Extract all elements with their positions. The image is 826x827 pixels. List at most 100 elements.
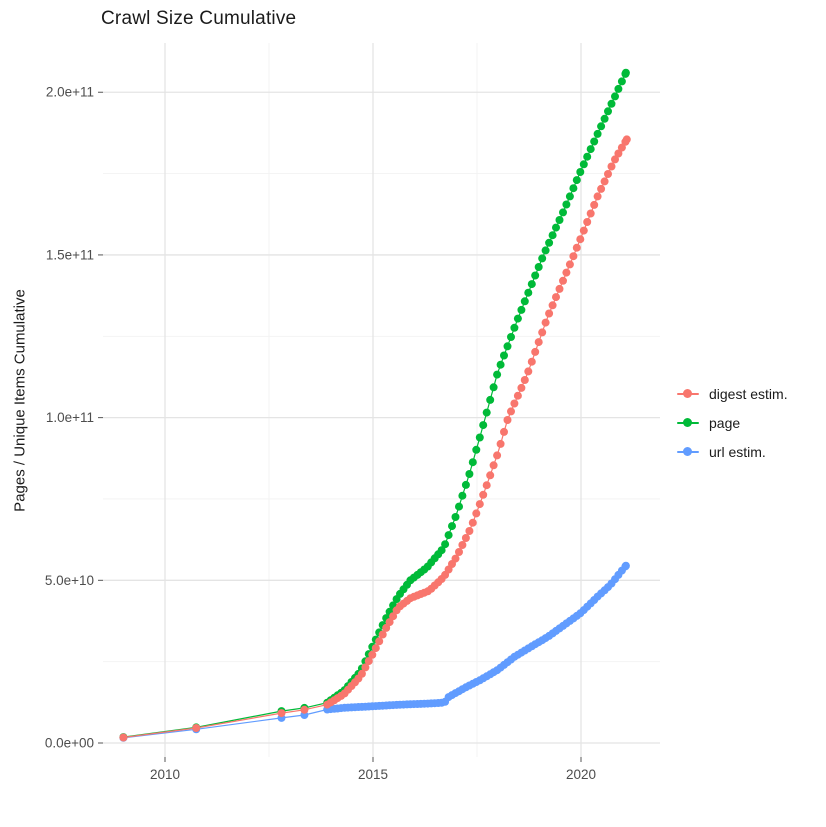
x-tick-label: 2015 bbox=[358, 767, 388, 782]
data-point bbox=[503, 416, 512, 424]
data-point bbox=[524, 367, 533, 376]
data-point bbox=[361, 663, 370, 672]
data-point bbox=[617, 143, 626, 152]
data-point bbox=[531, 347, 540, 356]
legend-key-digest bbox=[676, 385, 700, 403]
data-point bbox=[371, 644, 380, 653]
data-point bbox=[545, 238, 554, 247]
data-point bbox=[622, 135, 631, 144]
data-point bbox=[520, 297, 529, 306]
data-point bbox=[572, 243, 581, 252]
data-point bbox=[600, 177, 609, 186]
data-point bbox=[277, 709, 286, 718]
y-tick-label: 2.0e+11 bbox=[46, 85, 94, 100]
legend-item-page: page bbox=[676, 408, 788, 437]
data-point bbox=[583, 152, 592, 161]
legend-item-url: url estim. bbox=[676, 437, 788, 466]
data-point bbox=[300, 705, 309, 714]
data-point bbox=[461, 480, 470, 489]
data-point bbox=[510, 323, 519, 332]
data-point bbox=[489, 383, 498, 392]
data-point bbox=[368, 650, 377, 659]
data-point bbox=[579, 226, 588, 235]
legend-dot-icon bbox=[683, 389, 692, 398]
data-point bbox=[600, 114, 609, 123]
data-point bbox=[548, 231, 557, 240]
data-point bbox=[593, 192, 602, 201]
data-point bbox=[461, 534, 470, 542]
data-point bbox=[513, 391, 522, 400]
data-point bbox=[576, 168, 585, 176]
data-point bbox=[617, 77, 626, 86]
data-point bbox=[607, 162, 616, 171]
data-point bbox=[482, 408, 491, 417]
data-point bbox=[541, 318, 550, 327]
data-point bbox=[614, 149, 623, 158]
data-point bbox=[472, 445, 481, 454]
data-point bbox=[479, 421, 488, 430]
data-point bbox=[534, 263, 543, 271]
data-point bbox=[378, 630, 387, 639]
data-point bbox=[604, 107, 612, 116]
data-point bbox=[119, 733, 128, 742]
data-point bbox=[475, 500, 484, 509]
data-point bbox=[500, 427, 508, 436]
data-point bbox=[527, 280, 536, 289]
data-point bbox=[583, 218, 592, 226]
y-tick-label: 0.0e+00 bbox=[45, 736, 94, 751]
data-point bbox=[451, 554, 460, 563]
data-point bbox=[455, 502, 463, 511]
data-point bbox=[611, 155, 619, 164]
data-point bbox=[597, 122, 606, 131]
legend-label-digest: digest estim. bbox=[709, 385, 788, 402]
data-point bbox=[565, 260, 574, 269]
data-point bbox=[552, 293, 560, 302]
data-point bbox=[590, 137, 599, 146]
data-point bbox=[517, 305, 526, 314]
data-point bbox=[458, 541, 467, 549]
data-point bbox=[604, 170, 612, 178]
data-point bbox=[507, 407, 515, 416]
data-point bbox=[586, 145, 595, 154]
data-point bbox=[444, 531, 453, 540]
data-point bbox=[541, 246, 550, 255]
data-point bbox=[607, 99, 616, 108]
data-point bbox=[517, 383, 526, 392]
data-point bbox=[552, 223, 560, 232]
data-point bbox=[382, 623, 391, 632]
y-tick-label: 5.0e+10 bbox=[45, 573, 94, 588]
data-point bbox=[496, 360, 505, 369]
data-point bbox=[593, 129, 602, 138]
data-point bbox=[538, 254, 547, 263]
legend: digest estim. page url estim. bbox=[676, 379, 788, 466]
data-point bbox=[479, 490, 488, 499]
data-point bbox=[465, 527, 474, 535]
data-point bbox=[437, 546, 446, 555]
data-point bbox=[559, 276, 567, 285]
data-point bbox=[500, 351, 508, 360]
data-point bbox=[496, 439, 505, 448]
y-tick-label: 1.5e+11 bbox=[46, 247, 94, 262]
data-point bbox=[614, 84, 623, 93]
data-point bbox=[597, 184, 606, 193]
data-point bbox=[385, 618, 394, 627]
data-point bbox=[555, 216, 564, 224]
data-point bbox=[576, 235, 585, 244]
data-point bbox=[572, 176, 581, 185]
data-point bbox=[503, 342, 512, 351]
data-point bbox=[493, 370, 502, 379]
data-point bbox=[458, 491, 467, 500]
data-point bbox=[486, 395, 495, 404]
data-point bbox=[565, 192, 574, 201]
data-point bbox=[468, 518, 477, 527]
data-point bbox=[472, 509, 481, 518]
data-point bbox=[389, 612, 398, 621]
data-point bbox=[441, 540, 450, 549]
chart-title: Crawl Size Cumulative bbox=[101, 8, 297, 29]
data-point bbox=[555, 284, 564, 293]
data-point bbox=[357, 669, 366, 678]
legend-key-url bbox=[676, 443, 700, 461]
legend-item-digest: digest estim. bbox=[676, 379, 788, 408]
